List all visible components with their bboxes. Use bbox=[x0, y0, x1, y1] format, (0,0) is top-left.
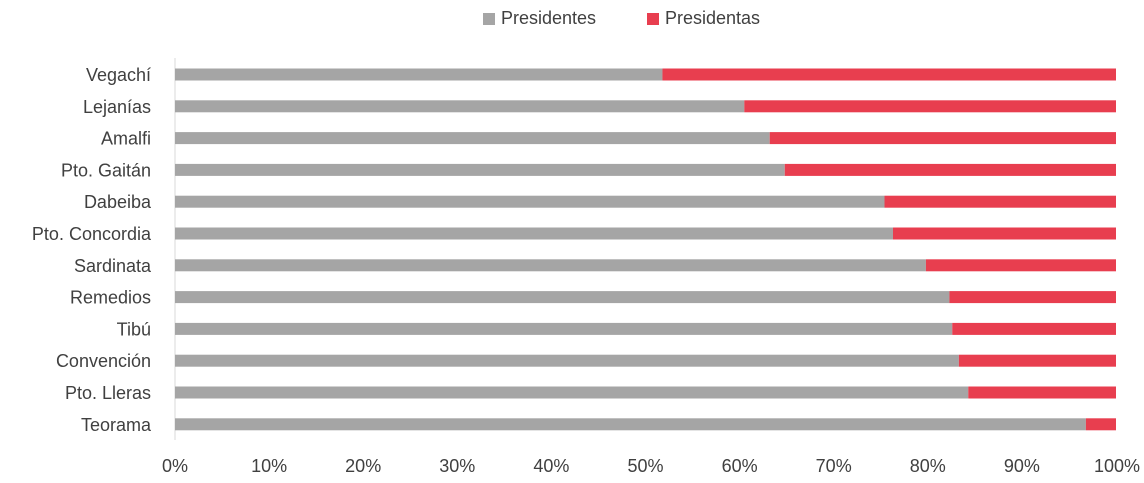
bar-segment-presidentas bbox=[949, 291, 1116, 304]
category-label: Tibú bbox=[117, 319, 151, 339]
bar-segment-presidentas bbox=[884, 195, 1116, 208]
bar-segment-presidentes bbox=[175, 100, 745, 113]
category-label: Sardinata bbox=[74, 256, 152, 276]
category-label: Dabeiba bbox=[84, 192, 152, 212]
bar-segment-presidentas bbox=[784, 163, 1116, 176]
category-labels-group: Vegachí Lejanías Amalfi Pto. Gaitán Dabeiba P… bbox=[32, 65, 152, 435]
bar-segment-presidentes bbox=[175, 291, 950, 304]
bar-segment-presidentas bbox=[952, 322, 1116, 335]
bar-segment-presidentes bbox=[175, 227, 893, 240]
x-tick-label: 80% bbox=[910, 456, 946, 476]
bar-segment-presidentas bbox=[958, 354, 1116, 367]
x-tick-label: 60% bbox=[722, 456, 758, 476]
category-label: Pto. Concordia bbox=[32, 224, 152, 244]
x-tick-label: 0% bbox=[162, 456, 188, 476]
category-label: Pto. Gaitán bbox=[61, 160, 151, 180]
category-label: Amalfi bbox=[101, 129, 151, 149]
x-tick-label: 70% bbox=[816, 456, 852, 476]
legend-label-presidentes: Presidentes bbox=[501, 8, 596, 28]
category-label: Teorama bbox=[81, 415, 152, 435]
category-label: Pto. Lleras bbox=[65, 383, 151, 403]
bar-segment-presidentes bbox=[175, 418, 1086, 431]
legend-swatch-presidentas bbox=[647, 13, 659, 25]
x-tick-label: 100% bbox=[1094, 456, 1140, 476]
x-tick-label: 90% bbox=[1004, 456, 1040, 476]
bar-segment-presidentas bbox=[662, 68, 1116, 81]
legend-swatch-presidentes bbox=[483, 13, 495, 25]
x-tick-labels-group: 0% 10% 20% 30% 40% 50% 60% 70% 80% 90% 100% bbox=[162, 456, 1140, 476]
legend: Presidentes Presidentas bbox=[483, 8, 760, 28]
bar-segment-presidentes bbox=[175, 354, 959, 367]
category-label: Vegachí bbox=[86, 65, 151, 85]
bar-segment-presidentas bbox=[744, 100, 1116, 113]
bar-segment-presidentes bbox=[175, 68, 663, 81]
x-tick-label: 30% bbox=[439, 456, 475, 476]
legend-label-presidentas: Presidentas bbox=[665, 8, 760, 28]
bar-segment-presidentas bbox=[925, 259, 1116, 272]
bar-segment-presidentas bbox=[892, 227, 1116, 240]
category-label: Lejanías bbox=[83, 97, 151, 117]
x-tick-label: 10% bbox=[251, 456, 287, 476]
bar-segment-presidentes bbox=[175, 259, 926, 272]
x-tick-label: 50% bbox=[627, 456, 663, 476]
category-label: Convención bbox=[56, 351, 151, 371]
bar-segment-presidentes bbox=[175, 195, 885, 208]
bars-group bbox=[175, 68, 1116, 431]
bar-segment-presidentas bbox=[769, 132, 1116, 145]
x-tick-label: 40% bbox=[533, 456, 569, 476]
bar-segment-presidentas bbox=[968, 386, 1116, 399]
bar-segment-presidentes bbox=[175, 132, 770, 145]
bar-segment-presidentes bbox=[175, 322, 953, 335]
x-tick-label: 20% bbox=[345, 456, 381, 476]
bar-segment-presidentas bbox=[1085, 418, 1116, 431]
bar-segment-presidentes bbox=[175, 386, 969, 399]
category-label: Remedios bbox=[70, 288, 151, 308]
bar-segment-presidentes bbox=[175, 163, 785, 176]
